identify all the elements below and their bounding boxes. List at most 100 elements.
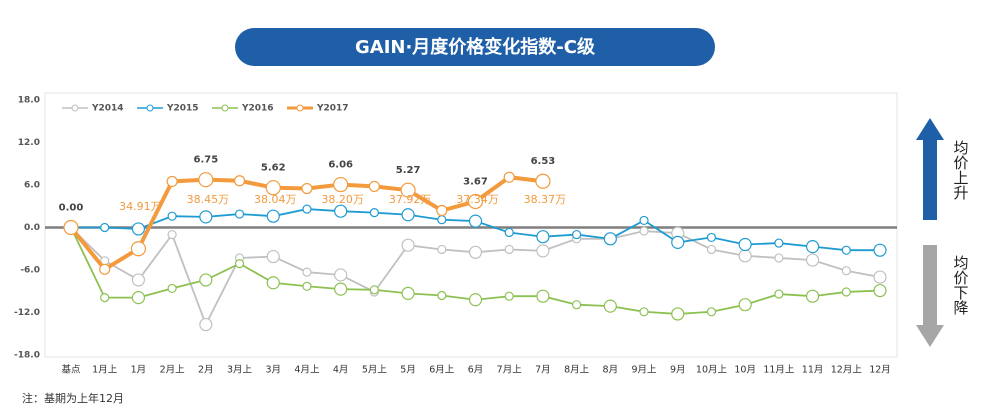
point: [536, 289, 550, 303]
point: [167, 283, 177, 294]
data-label: 5.27: [396, 165, 421, 176]
down-label: 均价下降: [952, 255, 970, 315]
point: [334, 204, 348, 218]
point: [437, 290, 447, 301]
x-tick-label: 12月上: [831, 365, 863, 376]
point: [774, 253, 784, 263]
point: [639, 307, 649, 317]
point: [467, 193, 484, 210]
point: [369, 208, 379, 218]
point: [572, 300, 582, 310]
x-tick-label: 11月: [802, 365, 824, 376]
x-tick-label: 8月: [603, 365, 619, 376]
point: [167, 229, 177, 240]
y-tick-label: -12.0: [14, 308, 40, 318]
point: [572, 229, 582, 240]
point: [234, 259, 245, 269]
plot-frame: [44, 92, 898, 358]
x-tick-label: 2月: [198, 365, 214, 376]
point: [536, 230, 550, 244]
point: [234, 209, 245, 219]
price-label: 38.37万: [524, 193, 567, 206]
x-tick-label: 10月上: [696, 365, 728, 376]
point: [266, 209, 280, 223]
point: [603, 232, 617, 246]
point: [266, 249, 280, 264]
point: [100, 293, 110, 303]
point: [131, 291, 146, 305]
point: [774, 238, 784, 248]
data-label: 6.75: [193, 155, 218, 166]
price-label: 34.91万: [119, 200, 162, 213]
point: [841, 287, 851, 297]
point: [233, 175, 246, 187]
price-label: 38.45万: [187, 193, 230, 206]
x-tick-label: 1月: [131, 365, 147, 376]
point: [302, 204, 312, 214]
y-tick-label: -6.0: [20, 266, 40, 276]
point: [504, 227, 514, 238]
point: [873, 243, 887, 257]
x-tick-label: 9月: [670, 365, 686, 376]
data-label: 3.67: [463, 177, 488, 188]
point: [468, 245, 483, 259]
point: [841, 266, 851, 276]
legend-marker: [296, 104, 304, 112]
up-label: 均价上升: [952, 140, 970, 200]
y-tick-label: 12.0: [18, 138, 40, 148]
point: [302, 281, 312, 291]
x-tick-label: 4月: [333, 365, 349, 376]
x-tick-label: 5月: [400, 365, 416, 376]
y-tick-label: -18.0: [14, 351, 40, 361]
legend-label: Y2015: [166, 104, 199, 114]
point: [100, 222, 110, 233]
price-label: 37.34万: [456, 193, 499, 206]
point: [131, 273, 146, 287]
point: [401, 238, 415, 252]
point: [437, 215, 447, 225]
point: [738, 298, 752, 312]
legend-label: Y2016: [241, 104, 274, 114]
point: [468, 293, 483, 307]
point: [841, 245, 851, 255]
point: [436, 204, 448, 217]
point: [334, 282, 348, 296]
x-tick-label: 6月: [468, 365, 484, 376]
x-tick-label: 2月上: [160, 365, 186, 376]
point: [368, 180, 380, 193]
point: [199, 210, 213, 224]
legend-marker: [221, 104, 229, 112]
point: [536, 244, 550, 258]
down-arrow: [916, 245, 944, 347]
x-tick-label: 8月上: [564, 365, 590, 376]
legend-marker: [71, 104, 79, 112]
x-tick-label: 10月: [734, 365, 756, 376]
point: [873, 270, 887, 284]
chart-title: GAIN·月度价格变化指数-C级: [355, 36, 596, 58]
point: [738, 237, 752, 252]
title-pill: [235, 28, 715, 66]
point: [774, 289, 784, 299]
price-label: 38.20万: [321, 193, 364, 206]
data-label: 0.00: [59, 203, 84, 214]
point: [671, 235, 685, 249]
x-tick-label: 9月上: [632, 365, 658, 376]
point: [369, 285, 379, 295]
point: [706, 307, 717, 317]
series-line: [70, 226, 881, 327]
point: [131, 222, 146, 236]
point: [167, 211, 177, 221]
x-tick-label: 7月上: [497, 365, 523, 376]
point: [639, 215, 649, 226]
point: [535, 173, 551, 189]
x-tick-label: 3月上: [227, 365, 253, 376]
point: [302, 267, 312, 277]
point: [805, 253, 820, 267]
price-label: 38.04万: [254, 193, 297, 206]
data-label: 5.62: [261, 163, 286, 174]
point: [199, 317, 213, 332]
point: [401, 286, 415, 300]
point: [503, 171, 515, 183]
point: [603, 299, 617, 313]
